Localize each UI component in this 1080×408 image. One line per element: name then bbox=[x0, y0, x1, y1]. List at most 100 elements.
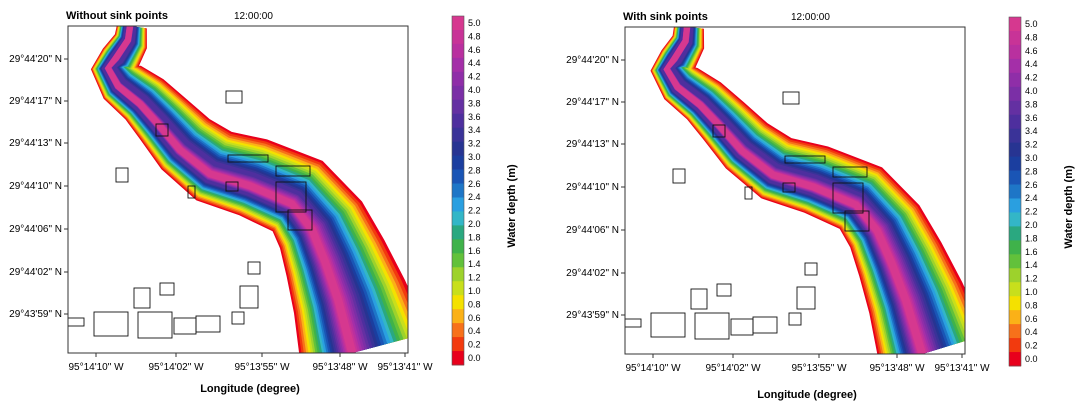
colorbar-tick-label: 4.8 bbox=[1025, 32, 1038, 42]
colorbar-swatch bbox=[452, 239, 464, 254]
colorbar-swatch bbox=[1009, 296, 1021, 311]
colorbar-swatch bbox=[452, 99, 464, 115]
water-depth-field bbox=[625, 27, 965, 354]
colorbar-swatch bbox=[1009, 282, 1021, 297]
colorbar-tick-label: 0.0 bbox=[1025, 354, 1038, 364]
x-tick-label: 95°13'48" W bbox=[312, 362, 368, 373]
y-tick-label: 29°44'13" N bbox=[9, 138, 62, 149]
panel-time: 12:00:00 bbox=[234, 11, 273, 22]
colorbar-frame bbox=[1008, 16, 1022, 367]
colorbar-swatch bbox=[1009, 324, 1021, 339]
colorbar-tick-label: 2.2 bbox=[468, 206, 481, 216]
building-outline bbox=[247, 261, 261, 275]
building-outline bbox=[275, 181, 307, 213]
colorbar-tick-label: 1.8 bbox=[468, 232, 481, 242]
building-outline bbox=[133, 287, 151, 309]
colorbar-tick-label: 2.2 bbox=[1025, 207, 1038, 217]
colorbar-tick-label: 2.0 bbox=[468, 219, 481, 229]
x-axis-label: Longitude (degree) bbox=[200, 383, 300, 395]
colorbar-swatch bbox=[1009, 254, 1021, 269]
building-outline bbox=[782, 91, 800, 105]
x-tick-label: 95°14'10" W bbox=[68, 362, 124, 373]
building-outline bbox=[672, 168, 686, 184]
colorbar-swatch bbox=[452, 253, 464, 268]
colorbar-swatch bbox=[452, 197, 464, 212]
y-tick-label: 29°43'59" N bbox=[9, 309, 62, 320]
colorbar-swatch bbox=[1009, 30, 1021, 46]
building-outline bbox=[195, 315, 221, 333]
building-outline bbox=[159, 282, 175, 296]
y-tick-label: 29°44'20" N bbox=[9, 54, 62, 65]
colorbar-tick-label: 3.4 bbox=[1025, 126, 1038, 136]
x-axis-label: Longitude (degree) bbox=[757, 389, 857, 401]
colorbar-tick-label: 4.2 bbox=[1025, 73, 1038, 83]
y-tick-label: 29°44'02" N bbox=[9, 267, 62, 278]
colorbar-label: Water depth (m) bbox=[506, 164, 518, 248]
building-outline bbox=[225, 181, 239, 192]
colorbar-swatch bbox=[1009, 310, 1021, 325]
colorbar-tick-label: 0.0 bbox=[468, 353, 481, 363]
colorbar-tick-label: 3.2 bbox=[1025, 140, 1038, 150]
colorbar-tick-label: 1.0 bbox=[468, 286, 481, 296]
colorbar-tick-label: 1.2 bbox=[468, 273, 481, 283]
building-outline bbox=[225, 90, 243, 104]
y-tick-label: 29°44'10" N bbox=[9, 181, 62, 192]
colorbar-swatch bbox=[1009, 100, 1021, 116]
colorbar-swatch bbox=[1009, 17, 1021, 32]
colorbar-tick-label: 1.6 bbox=[1025, 247, 1038, 257]
colorbar-swatch bbox=[452, 323, 464, 338]
colorbar-swatch bbox=[452, 225, 464, 240]
colorbar-tick-label: 2.6 bbox=[1025, 180, 1038, 190]
building-outline bbox=[187, 185, 196, 199]
colorbar-swatch bbox=[1009, 128, 1021, 144]
colorbar-swatch bbox=[452, 71, 464, 87]
colorbar-swatch bbox=[452, 295, 464, 310]
y-tick-label: 29°44'20" N bbox=[566, 55, 619, 66]
colorbar-frame bbox=[451, 15, 465, 366]
building-outline bbox=[287, 209, 313, 231]
colorbar-tick-label: 4.2 bbox=[468, 72, 481, 82]
colorbar-swatch bbox=[1009, 86, 1021, 102]
panel-time: 12:00:00 bbox=[791, 12, 830, 23]
x-tick-label: 95°13'55" W bbox=[791, 363, 847, 374]
colorbar-tick-label: 1.2 bbox=[1025, 274, 1038, 284]
colorbar-swatch bbox=[452, 169, 464, 184]
x-tick-label: 95°13'41" W bbox=[377, 362, 433, 373]
x-tick-label: 95°13'48" W bbox=[869, 363, 925, 374]
colorbar-swatch bbox=[452, 127, 464, 143]
colorbar-tick-label: 0.2 bbox=[468, 340, 481, 350]
colorbar-swatch bbox=[1009, 212, 1021, 227]
building-outline bbox=[68, 317, 85, 327]
colorbar-swatch bbox=[1009, 268, 1021, 283]
building-outline bbox=[730, 318, 754, 336]
colorbar-swatch bbox=[1009, 198, 1021, 213]
colorbar-swatch bbox=[452, 155, 464, 170]
building-outline bbox=[173, 317, 197, 335]
building-outline bbox=[844, 210, 870, 232]
panel-title: Without sink points bbox=[66, 10, 168, 22]
colorbar: 5.0 4.8 4.6 4.4 4.2 4.0 3.8 3.6 3.4 3.2 3.0 2.8 2.6 2… bbox=[1008, 16, 1038, 367]
colorbar-swatch bbox=[452, 141, 464, 156]
colorbar-swatch bbox=[1009, 184, 1021, 199]
building-outline bbox=[694, 312, 730, 340]
colorbar-swatch bbox=[452, 43, 464, 59]
colorbar-tick-label: 4.4 bbox=[468, 58, 481, 68]
colorbar-tick-label: 3.0 bbox=[1025, 153, 1038, 163]
colorbar-tick-label: 0.4 bbox=[1025, 327, 1038, 337]
y-tick-label: 29°44'02" N bbox=[566, 268, 619, 279]
building-outline bbox=[275, 165, 311, 177]
colorbar-swatch bbox=[452, 351, 464, 366]
colorbar-swatch bbox=[452, 16, 464, 31]
y-tick-label: 29°44'10" N bbox=[566, 182, 619, 193]
building-outline bbox=[784, 155, 826, 164]
building-outline bbox=[690, 288, 708, 310]
colorbar-swatch bbox=[452, 281, 464, 296]
building-outline bbox=[93, 311, 129, 337]
colorbar-tick-label: 0.6 bbox=[468, 313, 481, 323]
colorbar-tick-label: 3.8 bbox=[468, 98, 481, 108]
building-outline bbox=[227, 154, 269, 163]
colorbar-tick-label: 2.0 bbox=[1025, 220, 1038, 230]
colorbar-tick-label: 2.8 bbox=[468, 165, 481, 175]
colorbar-label: Water depth (m) bbox=[1063, 165, 1075, 249]
